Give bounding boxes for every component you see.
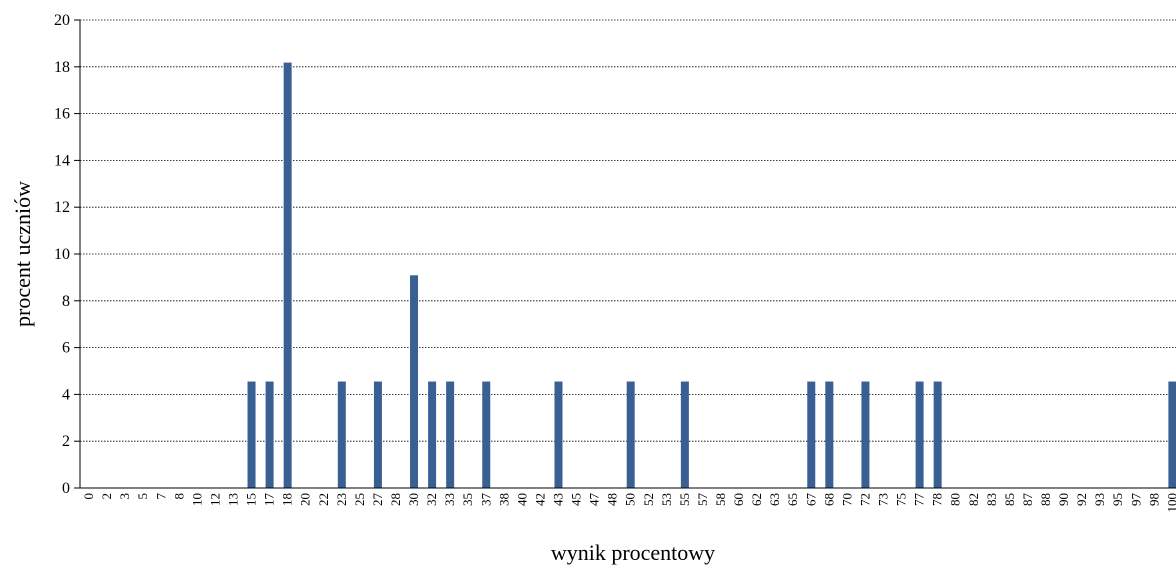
bar — [373, 381, 382, 488]
bar — [933, 381, 942, 488]
x-tick-label: 72 — [857, 493, 872, 506]
bar — [428, 381, 437, 488]
y-axis-title: procent uczniów — [10, 181, 35, 327]
x-tick-label: 33 — [442, 493, 457, 506]
x-tick-label: 90 — [1056, 493, 1071, 506]
x-tick-label: 18 — [280, 493, 295, 506]
x-tick-label: 87 — [1020, 493, 1035, 507]
x-tick-label: 25 — [352, 493, 367, 506]
x-tick-label: 100 — [1164, 493, 1176, 513]
x-tick-label: 23 — [334, 493, 349, 506]
x-tick-label: 12 — [207, 493, 222, 506]
bars — [247, 62, 1176, 488]
x-tick-label: 80 — [948, 493, 963, 506]
x-tick-label: 63 — [767, 493, 782, 506]
y-tick-label: 20 — [54, 12, 70, 29]
bar — [825, 381, 834, 488]
y-tick-labels: 0 2 4 6 8 10 12 14 16 18 20 — [54, 12, 70, 497]
x-tick-label: 0 — [81, 493, 96, 500]
x-tick-label: 67 — [803, 493, 818, 507]
x-tick-label: 82 — [966, 493, 981, 506]
y-tick-label: 18 — [54, 59, 70, 76]
bar — [482, 381, 491, 488]
x-tick-label: 20 — [298, 493, 313, 506]
y-tick-label: 0 — [62, 480, 70, 497]
x-tick-label: 47 — [587, 493, 602, 507]
x-tick-label: 62 — [749, 493, 764, 506]
bar — [265, 381, 274, 488]
x-tick-label: 55 — [677, 493, 692, 506]
x-tick-label: 78 — [930, 493, 945, 506]
bar — [1168, 381, 1176, 488]
x-tick-label: 98 — [1146, 493, 1161, 506]
bar — [337, 381, 346, 488]
bar — [680, 381, 689, 488]
bar — [446, 381, 455, 488]
y-tick-label: 4 — [62, 386, 70, 403]
x-tick-label: 37 — [478, 493, 493, 507]
x-tick-label: 60 — [731, 493, 746, 506]
y-tick-label: 14 — [54, 152, 70, 169]
y-tick-label: 12 — [54, 199, 70, 216]
x-tick-label: 73 — [875, 493, 890, 506]
bar — [915, 381, 924, 488]
x-tick-label: 97 — [1128, 493, 1143, 507]
x-tick-label: 32 — [424, 493, 439, 506]
bar — [283, 62, 292, 488]
x-tick-label: 57 — [695, 493, 710, 507]
x-tick-label: 83 — [984, 493, 999, 506]
x-tick-label: 52 — [641, 493, 656, 506]
x-axis-title: wynik procentowy — [551, 540, 715, 565]
x-tick-label: 95 — [1110, 493, 1125, 506]
x-tick-label: 27 — [370, 493, 385, 507]
x-tick-label: 48 — [605, 493, 620, 506]
y-tick-label: 8 — [62, 293, 70, 310]
x-tick-label: 92 — [1074, 493, 1089, 506]
axes — [74, 19, 1176, 489]
x-tick-labels: 0 2 3 5 7 8 10 12 13 15 17 18 20 22 23 25 27 28 30 32 33 35 37… — [81, 493, 1176, 513]
x-tick-label: 53 — [659, 493, 674, 506]
y-tick-label: 10 — [54, 246, 70, 263]
x-tick-label: 28 — [388, 493, 403, 506]
x-tick-label: 10 — [189, 493, 204, 506]
x-tick-label: 65 — [785, 493, 800, 506]
bar — [554, 381, 563, 488]
x-tick-label: 70 — [839, 493, 854, 506]
x-tick-label: 77 — [912, 493, 927, 507]
x-tick-label: 58 — [713, 493, 728, 506]
x-tick-label: 85 — [1002, 493, 1017, 506]
x-tick-label: 8 — [171, 493, 186, 500]
bar — [807, 381, 816, 488]
x-tick-label: 7 — [153, 493, 168, 500]
y-tick-label: 6 — [62, 340, 70, 357]
x-tick-label: 38 — [496, 493, 511, 506]
x-tick-label: 3 — [117, 493, 132, 500]
x-tick-label: 40 — [514, 493, 529, 506]
x-tick-label: 43 — [550, 493, 565, 506]
bar — [861, 381, 870, 488]
x-tick-label: 22 — [316, 493, 331, 506]
x-tick-label: 93 — [1092, 493, 1107, 506]
x-tick-label: 15 — [244, 493, 259, 506]
bar — [410, 275, 419, 488]
x-tick-label: 13 — [225, 493, 240, 506]
x-tick-label: 17 — [262, 493, 277, 507]
y-tick-label: 2 — [62, 433, 70, 450]
x-tick-label: 75 — [894, 493, 909, 506]
x-tick-label: 88 — [1038, 493, 1053, 506]
x-tick-label: 2 — [99, 493, 114, 500]
x-tick-label: 42 — [532, 493, 547, 506]
x-tick-label: 50 — [623, 493, 638, 506]
x-tick-label: 35 — [460, 493, 475, 506]
gridlines — [80, 19, 1176, 442]
x-tick-label: 30 — [406, 493, 421, 506]
y-tick-label: 16 — [54, 106, 70, 123]
bar — [626, 381, 635, 488]
bar — [247, 381, 256, 488]
x-tick-label: 45 — [569, 493, 584, 506]
x-tick-label: 5 — [135, 493, 150, 500]
x-tick-label: 68 — [821, 493, 836, 506]
